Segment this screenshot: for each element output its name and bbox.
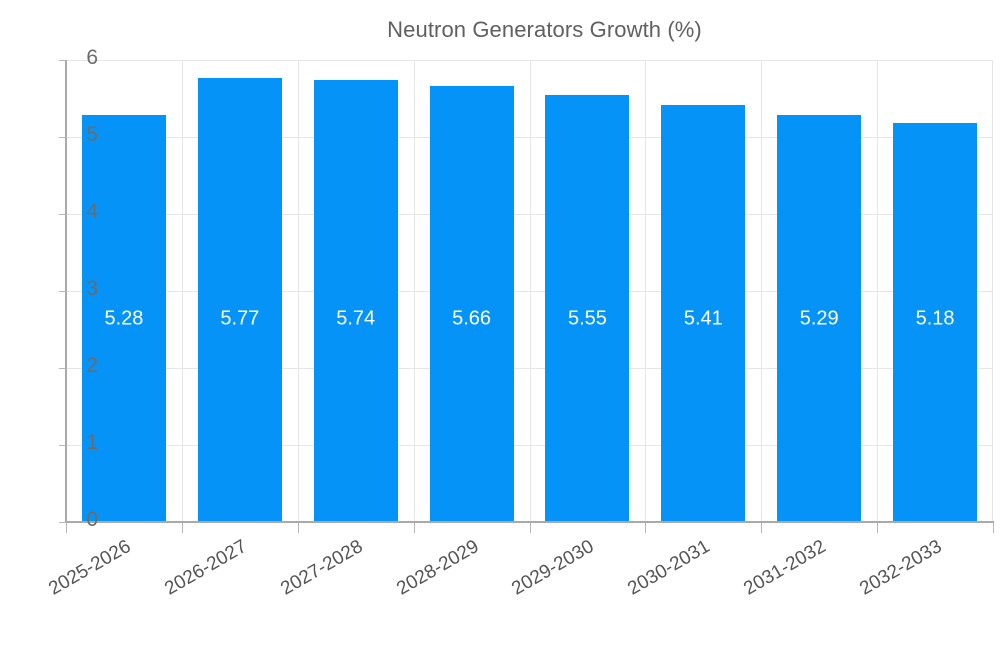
x-axis-line [65,521,994,523]
bar[interactable] [777,114,862,522]
bar[interactable] [197,77,282,522]
x-tick-label: 2026-2027 [161,536,251,600]
gridline-vertical [645,60,646,522]
legend-color-swatch-icon [298,18,371,42]
x-tick-label: 2030-2031 [624,536,714,600]
y-tick-mark [59,214,66,215]
gridline-horizontal [66,291,993,292]
bar-value-label: 5.28 [104,307,144,330]
bar[interactable] [893,123,978,522]
x-tick-mark [993,523,994,533]
x-tick-mark [877,523,878,533]
gridline-horizontal [66,214,993,215]
y-tick-mark [59,60,66,61]
gridline-horizontal [66,137,993,138]
gridline-horizontal [66,60,993,61]
y-tick-mark [59,368,66,369]
bar-value-label: 5.41 [683,307,723,330]
x-tick-label: 2031-2032 [740,536,830,600]
x-tick-mark [761,523,762,533]
bar[interactable] [545,94,630,522]
bar-value-label: 5.66 [452,307,492,330]
bar-value-label: 5.29 [799,307,839,330]
plot-area: 5.28 5.77 5.74 5.66 5.55 5.41 5.29 5.18 [66,60,993,523]
y-tick-mark [59,291,66,292]
x-tick-mark [66,523,67,533]
y-tick-mark [59,137,66,138]
legend-label: Neutron Generators Growth (%) [387,17,702,42]
y-axis-line [65,60,67,523]
bar-value-label: 5.74 [336,307,376,330]
bar-value-label: 5.18 [915,307,955,330]
gridline-vertical [414,60,415,522]
bar[interactable] [81,115,166,522]
chart-legend: Neutron Generators Growth (%) [0,10,1000,50]
bar-value-label: 5.77 [220,307,260,330]
gridline-vertical [182,60,183,522]
x-tick-mark [298,523,299,533]
gridline-vertical [877,60,878,522]
gridline-horizontal [66,368,993,369]
gridline-vertical [761,60,762,522]
gridline-vertical [298,60,299,522]
x-tick-mark [414,523,415,533]
bar-chart: Neutron Generators Growth (%) 5.28 5.77 5.… [0,10,1000,600]
bar[interactable] [313,80,398,522]
x-tick-mark [182,523,183,533]
x-tick-label: 2027-2028 [276,536,367,600]
x-tick-mark [645,523,646,533]
bar[interactable] [661,105,746,522]
bar-value-label: 5.55 [567,307,607,330]
x-tick-label: 2032-2033 [856,536,946,600]
legend-entry-neutron-generators-growth[interactable]: Neutron Generators Growth (%) [298,17,702,43]
gridline-vertical [530,60,531,522]
x-tick-label: 2029-2030 [508,536,598,600]
x-tick-mark [530,523,531,533]
bar[interactable] [429,86,514,522]
y-tick-mark [59,445,66,446]
gridline-horizontal [66,445,993,446]
x-tick-label: 2028-2029 [392,536,483,600]
y-tick-mark [59,522,66,523]
